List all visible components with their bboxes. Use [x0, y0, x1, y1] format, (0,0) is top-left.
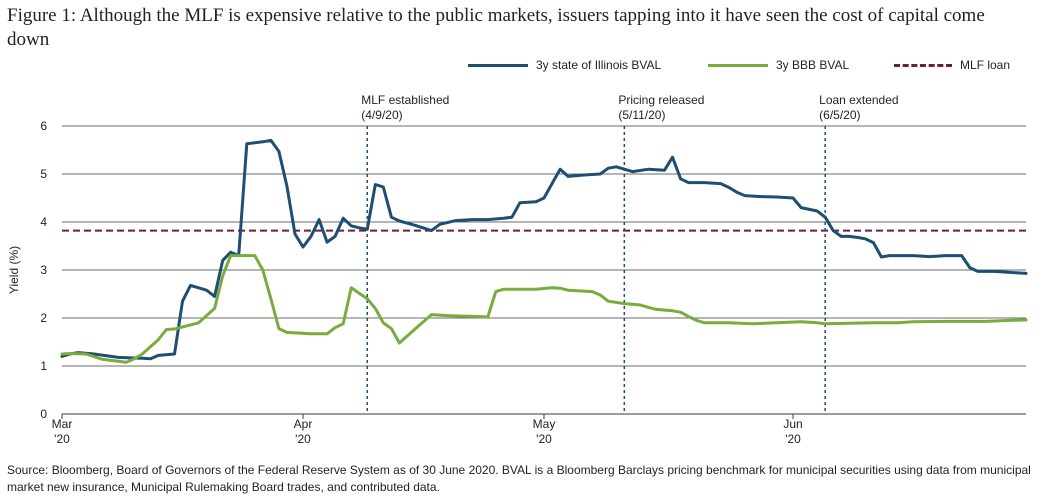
x-tick-year-apr: '20 [295, 432, 311, 446]
legend-swatch-illinois [468, 63, 528, 67]
y-axis-label: Yield (%) [7, 246, 21, 294]
x-tick-year-may: '20 [536, 432, 552, 446]
event-date-1: (5/11/20) [618, 108, 665, 122]
x-tick-year-mar: '20 [54, 432, 70, 446]
x-tick-label-mar: Mar [52, 417, 73, 431]
x-tick-label-apr: Apr [294, 417, 313, 431]
chart-legend: 3y state of Illinois BVAL 3y BBB BVAL ML… [0, 58, 1037, 78]
x-tick-label-jun: Jun [783, 417, 802, 431]
y-tick-label-2: 2 [40, 311, 47, 325]
line-chart: MLF established(4/9/20)Pricing released(… [7, 93, 1028, 446]
bbb-bval-line [60, 254, 1028, 364]
y-tick-label-6: 6 [40, 119, 47, 133]
illinois-bval-line [60, 138, 1028, 361]
legend-label-mlf-loan: MLF loan [960, 58, 1011, 72]
gridlines [62, 125, 1026, 367]
legend-swatch-mlf-loan [894, 63, 952, 67]
event-date-0: (4/9/20) [361, 108, 402, 122]
legend-item-bbb: 3y BBB BVAL [708, 58, 849, 72]
legend-swatch-bbb [708, 63, 768, 67]
series-lines [60, 138, 1028, 364]
x-tick-label-may: May [533, 417, 556, 431]
chart-title: Figure 1: Although the MLF is expensive … [7, 5, 985, 50]
legend-item-mlf-loan: MLF loan [894, 58, 1010, 72]
x-tick-year-jun: '20 [785, 432, 801, 446]
y-tick-label-3: 3 [40, 263, 47, 277]
y-tick-label-5: 5 [40, 167, 47, 181]
legend-label-illinois: 3y state of Illinois BVAL [536, 58, 662, 72]
legend-label-bbb: 3y BBB BVAL [776, 58, 850, 72]
y-tick-label-4: 4 [40, 215, 47, 229]
event-markers: MLF established(4/9/20)Pricing released(… [361, 93, 899, 414]
source-note: Source: Bloomberg, Board of Governors of… [7, 463, 1031, 494]
legend-item-illinois: 3y state of Illinois BVAL [468, 58, 661, 72]
event-label-0: MLF established [361, 93, 449, 107]
event-label-1: Pricing released [618, 93, 704, 107]
y-tick-label-0: 0 [40, 407, 47, 421]
y-tick-label-1: 1 [40, 359, 47, 373]
event-date-2: (6/5/20) [819, 108, 860, 122]
event-label-2: Loan extended [819, 93, 898, 107]
